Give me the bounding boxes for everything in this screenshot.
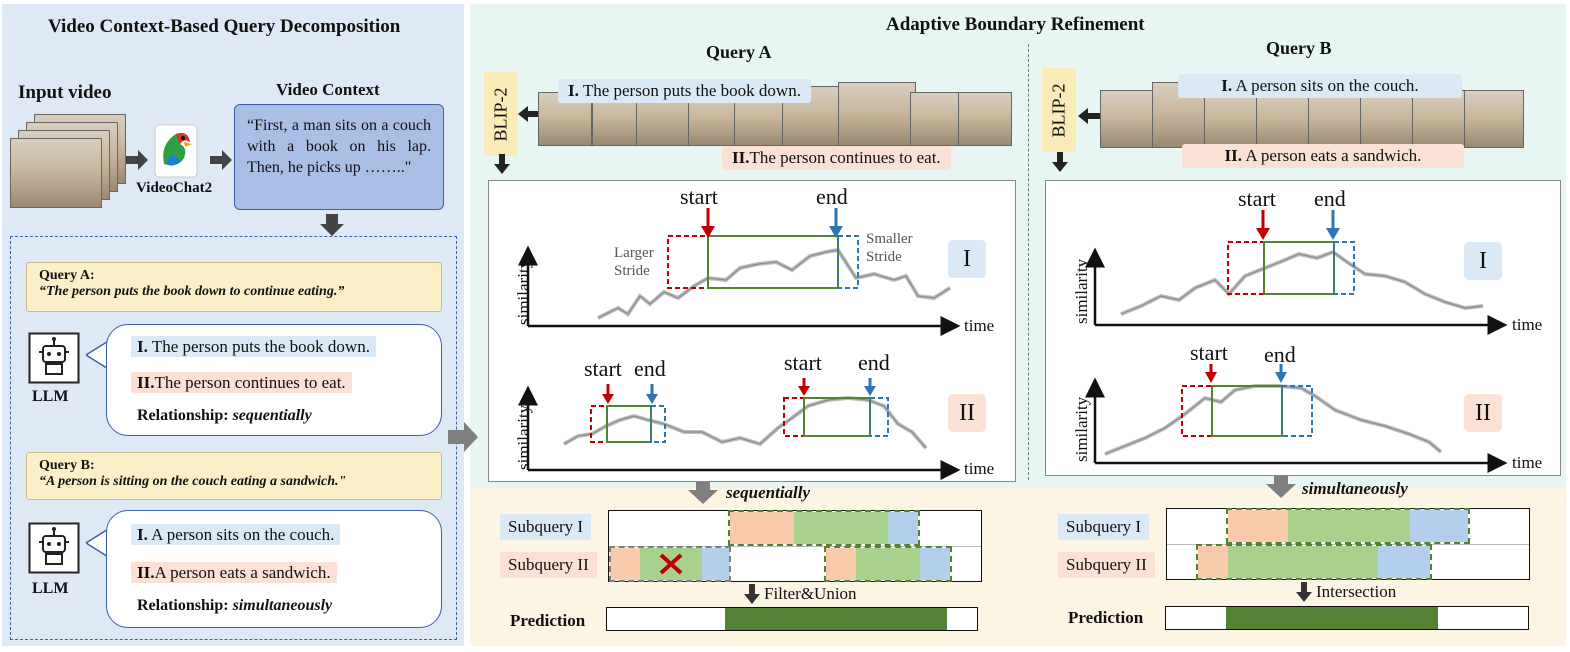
y-axis-label: similarity: [514, 259, 533, 325]
divider: [1028, 44, 1029, 480]
similarity-charts-a: [488, 180, 1016, 482]
intersection-label: Intersection: [1316, 582, 1397, 601]
query-a-bubble: I. The person puts the book down. II.The…: [106, 324, 442, 436]
x-axis-label: time: [964, 459, 995, 478]
arrow-down-icon: [1296, 582, 1312, 602]
llm-label-b: LLM: [32, 580, 69, 597]
end-label: end: [1264, 342, 1296, 367]
arrow-down-icon: [744, 584, 760, 604]
decomposition-title: Video Context-Based Query Decomposition: [48, 16, 401, 37]
relation-sequentially: sequentially: [726, 483, 811, 502]
arrow-down-icon: [494, 154, 510, 174]
input-video-label: Input video: [18, 82, 112, 103]
query-b-box: Query B: “A person is sitting on the cou…: [26, 452, 442, 500]
segment-pink: [1228, 510, 1288, 542]
arrow-left-icon: [518, 106, 540, 122]
similarity-chart-a: [518, 208, 961, 480]
end-label: end: [1314, 186, 1346, 211]
x-axis-label: time: [1512, 315, 1543, 334]
start-label: start: [784, 350, 822, 375]
video-context-box: “First, a man sits on a couch with a boo…: [234, 104, 444, 210]
segment-blue: [920, 548, 950, 580]
caption-a2: II.The person continues to eat.: [722, 146, 951, 170]
roman-i-b: I: [1464, 242, 1502, 280]
larger-stride-label: Larger Stride: [614, 245, 654, 279]
query-b-bubble: I. A person sits on the couch. II.A pers…: [106, 510, 442, 628]
roman-ii-b: II: [1464, 394, 1502, 432]
subquery-ii-label: Subquery II: [1058, 552, 1155, 578]
segment-blue: [888, 512, 918, 544]
end-label: end: [634, 356, 666, 381]
reject-x-icon: [659, 553, 683, 575]
prediction-label-b: Prediction: [1068, 608, 1144, 627]
start-label: start: [1190, 340, 1228, 365]
segment-blue: [1410, 510, 1468, 542]
arrow-down-icon: [1052, 152, 1068, 172]
segment-green: [794, 512, 888, 544]
arrow-down-icon: [1266, 476, 1296, 498]
roman-i-a: I: [948, 240, 986, 278]
start-label: start: [1238, 186, 1276, 211]
arrow-down-icon: [688, 482, 718, 504]
arrow-down-icon: [320, 214, 344, 236]
y-axis-label: similarity: [1072, 258, 1091, 324]
caption-b2: II. A person eats a sandwich.: [1182, 144, 1464, 168]
query-b-text: “A person is sitting on the couch eating…: [39, 474, 347, 489]
segment-pink: [730, 512, 794, 544]
arrow-right-icon: [448, 422, 478, 452]
roman-ii-a: II: [948, 394, 986, 432]
videochat2-logo: [154, 124, 198, 178]
query-b-title: Query B: [1266, 38, 1332, 58]
end-label: end: [816, 184, 848, 209]
start-label: start: [584, 356, 622, 381]
subquery-ii-label: Subquery II: [500, 552, 597, 578]
robot-icon: [28, 522, 80, 574]
relation-simultaneously: simultaneously: [1302, 479, 1408, 498]
arrow-left-icon: [1078, 108, 1100, 124]
query-a-box: Query A: “The person puts the book down …: [26, 262, 442, 312]
end-label: end: [858, 350, 890, 375]
segment-pink: [826, 548, 856, 580]
similarity-chart-b: [1085, 210, 1508, 473]
subquery-i-label: Subquery I: [500, 514, 592, 540]
caption-a1: I. The person puts the book down.: [558, 79, 811, 103]
segment-pink: [610, 548, 640, 580]
segment-blue: [702, 548, 730, 580]
query-a-text: “The person puts the book down to contin…: [39, 284, 345, 299]
blip2-block: BLIP-2: [484, 72, 518, 156]
prediction-segment-b: [1226, 607, 1438, 629]
start-label: start: [680, 184, 718, 209]
x-axis-label: time: [1512, 453, 1543, 472]
arrow-right-icon: [126, 150, 148, 170]
prediction-segment-a: [725, 608, 947, 630]
refinement-title: Adaptive Boundary Refinement: [886, 14, 1145, 35]
robot-icon: [28, 332, 80, 384]
input-video-stack: [10, 114, 130, 210]
smaller-stride-label: Smaller Stride: [866, 231, 913, 265]
query-a-title: Query A: [706, 42, 772, 62]
segment-green: [856, 548, 920, 580]
videochat2-label: VideoChat2: [136, 180, 213, 196]
blip2-block: BLIP-2: [1042, 68, 1076, 152]
x-axis-label: time: [964, 316, 995, 335]
y-axis-label: similarity: [514, 404, 533, 470]
subquery-i-label: Subquery I: [1058, 514, 1150, 540]
segment-green: [1288, 510, 1410, 542]
y-axis-label: similarity: [1072, 396, 1091, 462]
segment-pink: [1198, 546, 1228, 578]
segment-green: [1228, 546, 1378, 578]
query-b-label: Query B:: [39, 458, 95, 473]
caption-b1: I. A person sits on the couch.: [1178, 74, 1462, 98]
arrow-right-icon: [210, 150, 232, 170]
query-a-label: Query A:: [39, 268, 95, 283]
prediction-label-a: Prediction: [510, 611, 586, 630]
video-context-title: Video Context: [276, 80, 380, 99]
llm-label-a: LLM: [32, 388, 69, 405]
filter-union-label: Filter&Union: [764, 584, 857, 603]
segment-blue: [1378, 546, 1430, 578]
